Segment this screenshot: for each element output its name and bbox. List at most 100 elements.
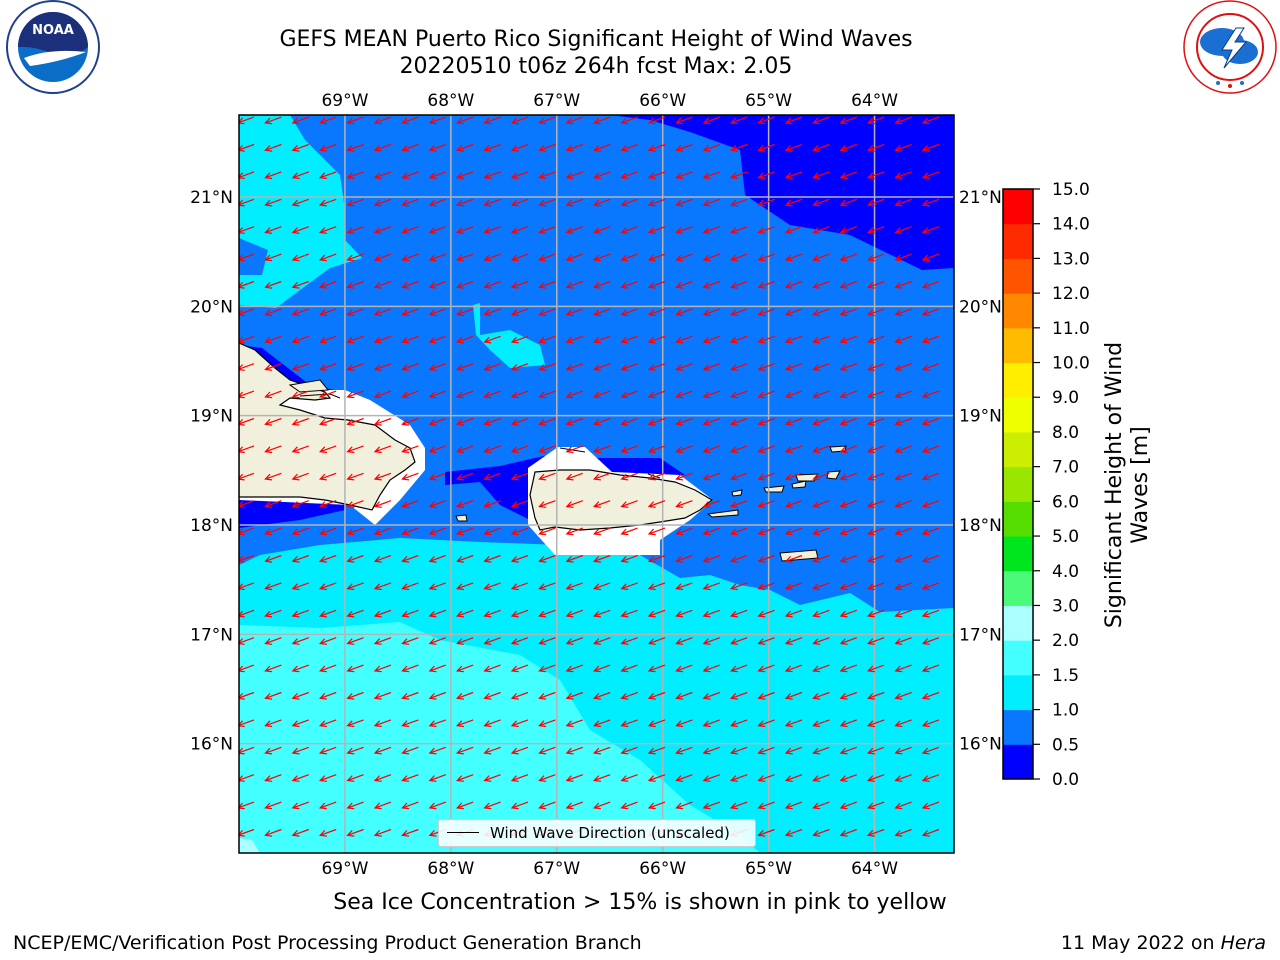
wave-arrow bbox=[647, 226, 666, 234]
wave-arrow bbox=[592, 637, 611, 645]
wave-arrow bbox=[839, 554, 858, 563]
latitude-label: 20°N bbox=[190, 297, 233, 317]
wave-arrow bbox=[866, 390, 885, 399]
wave-arrow bbox=[839, 226, 858, 234]
wave-arrow bbox=[894, 719, 912, 728]
colorbar-tick-label: 7.0 bbox=[1052, 458, 1079, 478]
wave-arrow bbox=[318, 363, 337, 371]
wave-arrow bbox=[264, 691, 282, 700]
wave-arrow bbox=[264, 664, 282, 673]
wave-arrow bbox=[894, 664, 912, 673]
wave-arrow bbox=[538, 609, 556, 618]
wave-arrow bbox=[839, 527, 858, 536]
wave-arrow bbox=[538, 527, 556, 536]
wave-arrow bbox=[812, 171, 830, 180]
wave-arrow bbox=[702, 363, 721, 371]
wave-arrow bbox=[428, 390, 447, 399]
wave-arrow bbox=[428, 527, 447, 536]
wave-arrow bbox=[428, 417, 447, 426]
wave-arrow bbox=[346, 253, 364, 262]
wave-arrow bbox=[291, 472, 310, 481]
wave-arrow bbox=[784, 335, 803, 344]
wave-arrow bbox=[291, 280, 310, 289]
colorbar-segment bbox=[1003, 327, 1033, 364]
wave-arrow bbox=[455, 143, 474, 152]
wave-arrow bbox=[455, 445, 474, 454]
wave-arrow bbox=[757, 198, 775, 207]
wave-arrow bbox=[620, 746, 638, 755]
wave-arrow bbox=[647, 335, 666, 344]
colorbar-tick-label: 2.0 bbox=[1052, 631, 1079, 651]
colorbar bbox=[1003, 189, 1033, 780]
wave-arrow bbox=[483, 691, 501, 700]
wave-arrow bbox=[866, 253, 885, 262]
wave-arrow bbox=[675, 226, 693, 234]
wave-arrow bbox=[839, 253, 858, 262]
wave-arrow bbox=[784, 116, 803, 125]
wave-arrow bbox=[702, 637, 721, 645]
wave-arrow bbox=[894, 746, 912, 755]
wave-arrow bbox=[510, 308, 529, 317]
wave-arrow bbox=[839, 582, 858, 591]
wave-arrow bbox=[291, 637, 310, 645]
wave-arrow bbox=[675, 253, 693, 262]
colorbar-segment bbox=[1003, 709, 1033, 745]
wave-arrow bbox=[565, 171, 584, 180]
colorbar-tick-label: 0.0 bbox=[1052, 770, 1079, 790]
wave-arrow bbox=[264, 363, 282, 371]
wave-arrow bbox=[592, 198, 611, 207]
wave-arrow bbox=[702, 746, 721, 755]
wave-arrow bbox=[510, 171, 529, 180]
wave-arrow bbox=[401, 253, 419, 262]
wave-arrow bbox=[346, 582, 364, 591]
wave-arrow bbox=[839, 500, 858, 508]
wave-arrow bbox=[510, 226, 529, 234]
wave-arrow bbox=[757, 609, 775, 618]
wave-arrow bbox=[264, 445, 282, 454]
wave-arrow bbox=[866, 335, 885, 344]
wave-arrow bbox=[620, 116, 638, 125]
colorbar-segment bbox=[1003, 293, 1033, 329]
wave-arrow bbox=[702, 143, 721, 152]
wave-arrow bbox=[757, 664, 775, 673]
wave-arrow bbox=[757, 363, 775, 371]
wave-arrow bbox=[921, 664, 940, 673]
wave-arrow bbox=[921, 554, 940, 563]
wave-arrow bbox=[538, 116, 556, 125]
wave-arrow bbox=[291, 335, 310, 344]
wave-arrow bbox=[894, 143, 912, 152]
wave-arrow bbox=[592, 363, 611, 371]
wave-arrow bbox=[373, 198, 392, 207]
wave-arrow bbox=[510, 363, 529, 371]
wave-arrow bbox=[239, 500, 255, 508]
wave-arrow bbox=[812, 143, 830, 152]
wave-arrow bbox=[239, 335, 255, 344]
wave-arrow bbox=[647, 171, 666, 180]
wave-arrow bbox=[510, 801, 529, 810]
wave-arrow bbox=[428, 445, 447, 454]
wave-arrow bbox=[702, 253, 721, 262]
wave-arrow bbox=[702, 472, 721, 481]
wave-arrow bbox=[866, 280, 885, 289]
wave-arrow bbox=[757, 116, 775, 125]
wave-arrow bbox=[620, 280, 638, 289]
wave-arrow bbox=[620, 637, 638, 645]
latitude-label: 16°N bbox=[959, 735, 1002, 755]
wave-arrow bbox=[647, 746, 666, 755]
wave-arrow bbox=[373, 253, 392, 262]
wave-arrow bbox=[239, 527, 255, 536]
wave-arrow bbox=[757, 691, 775, 700]
wave-arrow bbox=[784, 609, 803, 618]
wave-arrow bbox=[894, 691, 912, 700]
wave-arrow bbox=[565, 609, 584, 618]
wave-arrow bbox=[565, 719, 584, 728]
wave-arrow bbox=[839, 198, 858, 207]
colorbar-title-line1: Significant Height of Wind bbox=[1102, 341, 1127, 629]
wave-arrow bbox=[373, 746, 392, 755]
wave-arrow bbox=[346, 280, 364, 289]
wave-arrow bbox=[346, 417, 364, 426]
wave-arrow bbox=[812, 500, 830, 508]
wave-arrow bbox=[318, 417, 337, 426]
wave-arrow bbox=[373, 363, 392, 371]
